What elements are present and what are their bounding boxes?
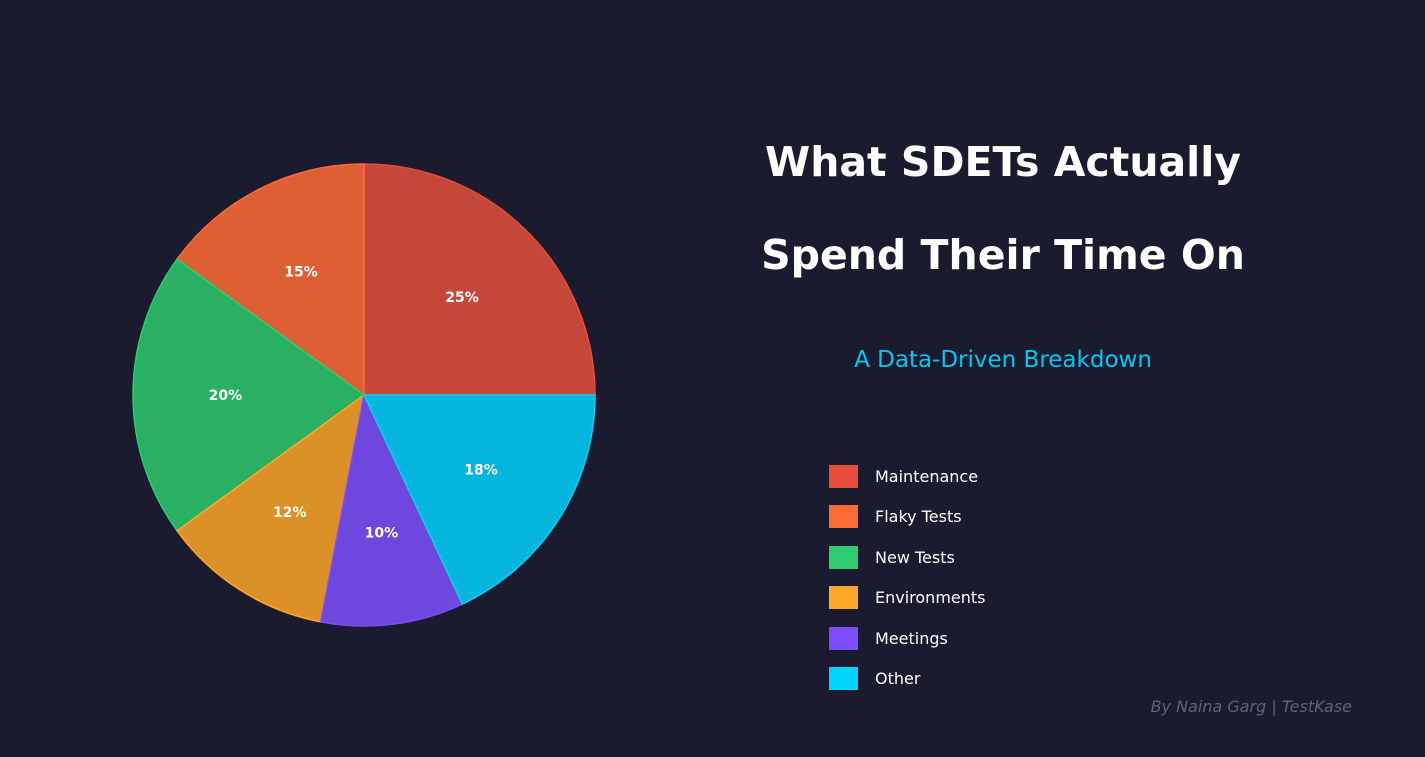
legend: Maintenance Flaky Tests New Tests Enviro… [829,465,986,707]
legend-label: Environments [875,588,986,608]
legend-swatch [829,586,858,610]
chart-title-line-2: Spend Their Time On [761,231,1245,279]
credit-text: By Naina Garg | TestKase [1150,697,1352,716]
pie-label: 25% [445,290,479,306]
legend-item-new-tests: New Tests [829,545,986,586]
pie-slice-environments [176,393,366,623]
legend-swatch [829,545,858,569]
pie-slice-other [362,394,596,606]
legend-swatch [829,626,858,650]
legend-label: Meetings [875,628,948,648]
pie-label: 18% [464,462,498,478]
legend-item-environments: Environments [829,586,986,626]
chart-subtitle: A Data-Driven Breakdown [854,347,1152,373]
legend-swatch [829,505,858,529]
legend-item-meetings: Meetings [829,626,986,667]
legend-swatch [829,465,858,488]
pie-slice-maintenance [363,163,596,396]
pie-chart: 25% 15% 20% 12% 10% 18% [132,163,596,627]
pie-slice-flaky-tests [176,163,365,397]
legend-label: New Tests [875,547,955,567]
pie-label: 10% [365,526,399,542]
pie-label: 12% [273,505,307,521]
legend-swatch [829,666,858,690]
legend-label: Maintenance [875,467,979,486]
pie-label: 15% [284,265,318,281]
legend-item-maintenance: Maintenance [829,465,986,505]
legend-item-other: Other [829,666,986,707]
legend-label: Other [875,668,921,688]
legend-item-flaky-tests: Flaky Tests [829,505,986,545]
legend-label: Flaky Tests [875,507,962,527]
chart-title-line-1: What SDETs Actually [764,138,1242,186]
pie-label: 20% [209,388,243,404]
pie-slice-new-tests [132,258,366,532]
pie-slice-meetings [319,392,464,627]
